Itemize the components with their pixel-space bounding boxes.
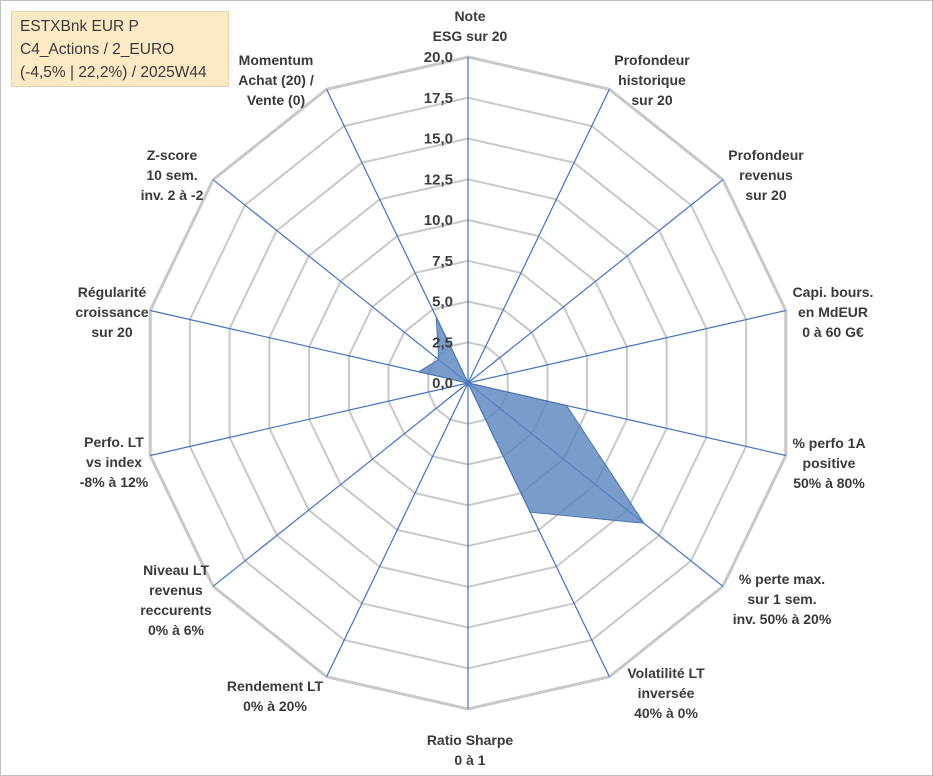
tick-label: 10,0 <box>424 212 453 229</box>
axis-label: Note ESG sur 20 <box>433 8 508 44</box>
axis-label: % perfo 1A positive 50% à 80% <box>792 435 865 491</box>
axis-label: Régularité croissance sur 20 <box>75 284 148 340</box>
axis-spoke <box>467 89 610 384</box>
axis-spoke <box>212 382 469 587</box>
series-area <box>417 316 645 524</box>
legend-box: ESTXBnk EUR P C4_Actions / 2_EURO (-4,5%… <box>11 11 229 87</box>
tick-label: 0,0 <box>432 375 453 392</box>
axis-label: Rendement LT 0% à 20% <box>227 678 324 714</box>
tick-label: 12,5 <box>424 171 453 188</box>
axis-label: Volatilité LT inversée 40% à 0% <box>627 665 705 721</box>
legend-category: C4_Actions / 2_EURO <box>20 41 175 58</box>
axis-spoke <box>212 179 469 384</box>
axis-label: % perte max. sur 1 sem. inv. 50% à 20% <box>733 571 832 627</box>
axis-label: Momentum Achat (20) / Vente (0) <box>238 52 314 108</box>
legend-range-period: (-4,5% | 22,2%) / 2025W44 <box>20 64 207 81</box>
axis-spoke <box>467 179 724 384</box>
tick-label: 15,0 <box>424 131 453 148</box>
axis-label: Profondeur historique sur 20 <box>614 52 690 108</box>
axis-label: Z-score 10 sem. inv. 2 à -2 <box>141 147 204 203</box>
tick-label: 2,5 <box>432 334 453 351</box>
axis-spoke <box>150 309 469 384</box>
tick-label: 7,5 <box>432 253 453 270</box>
legend-fund-name: ESTXBnk EUR P <box>20 18 139 35</box>
tick-label: 5,0 <box>432 294 453 311</box>
axis-labels: Note ESG sur 20 Profondeur historique sur 20… <box>75 8 873 768</box>
axis-spoke <box>467 309 786 384</box>
axis-label: Ratio Sharpe 0 à 1 <box>427 732 514 768</box>
radial-tick-labels: 0,0 2,5 5,0 7,5 10,0 12,5 15,0 17,5 20,0 <box>424 49 453 392</box>
axis-label: Niveau LT revenus reccurents 0% à 6% <box>140 562 212 638</box>
axis-label: Perfo. LT vs index -8% à 12% <box>80 434 149 490</box>
axis-label: Profondeur revenus sur 20 <box>728 147 804 203</box>
tick-label: 20,0 <box>424 49 453 66</box>
axis-label: Capi. bours. en MdEUR 0 à 60 G€ <box>793 284 874 340</box>
tick-label: 17,5 <box>424 90 453 107</box>
radar-series <box>417 316 645 524</box>
axis-spoke <box>150 382 469 457</box>
axis-spoke <box>326 382 469 677</box>
